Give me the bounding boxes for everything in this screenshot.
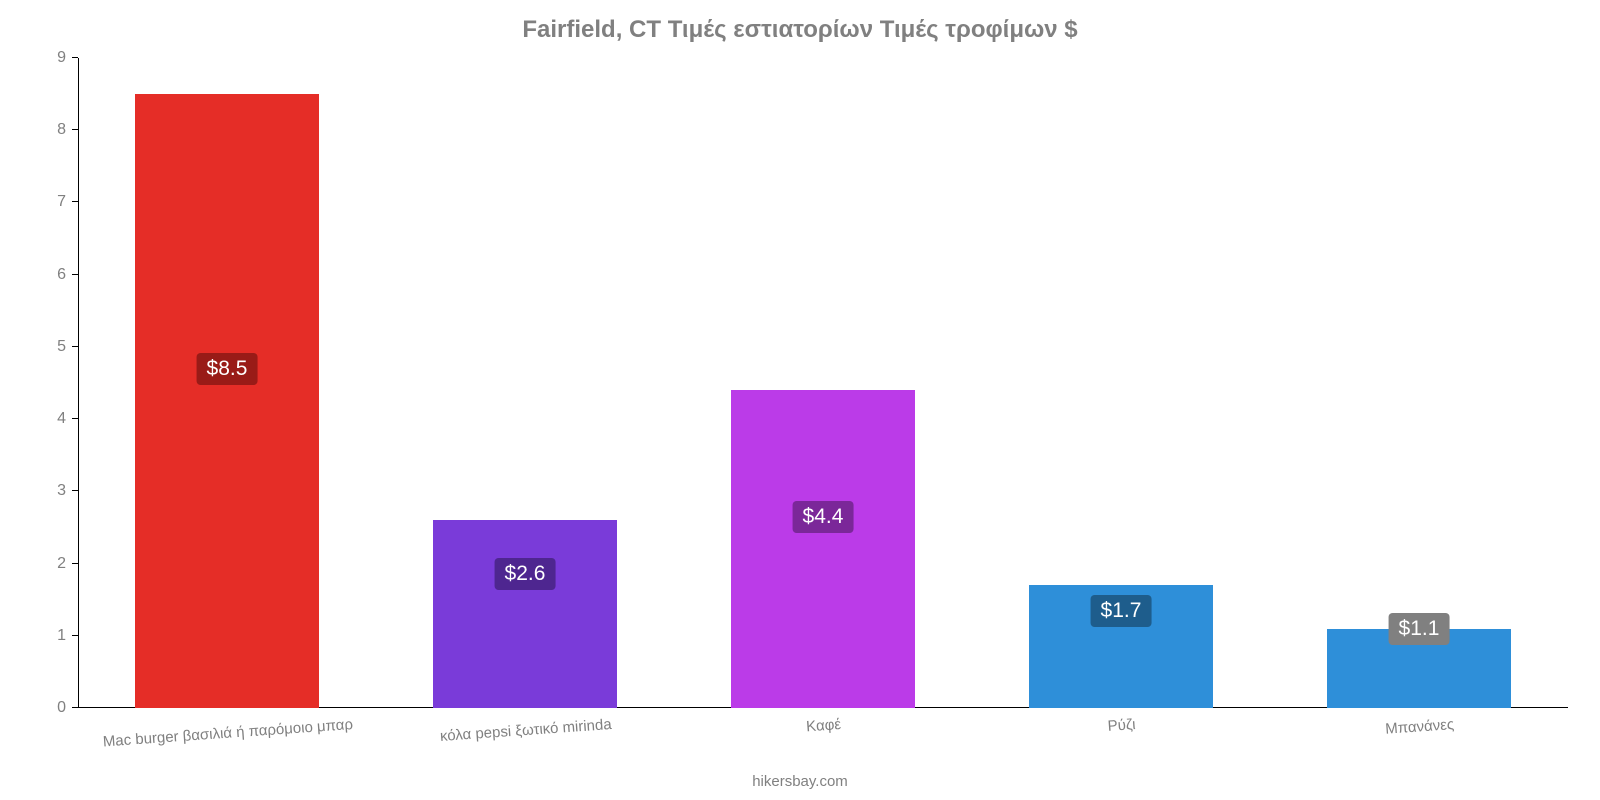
bar: $4.4 (731, 390, 916, 708)
y-tick-label: 3 (57, 482, 66, 500)
y-tick-mark (72, 274, 78, 275)
value-badge: $8.5 (197, 353, 258, 385)
y-tick-mark (72, 418, 78, 419)
y-tick-label: 0 (57, 699, 66, 717)
y-tick-mark (72, 563, 78, 564)
y-tick-mark (72, 57, 78, 58)
x-tick-label: Ρύζι (1107, 716, 1136, 735)
x-tick-label: Mac burger βασιλιά ή παρόμοιο μπαρ (102, 716, 353, 750)
y-tick-label: 2 (57, 555, 66, 573)
value-badge: $1.1 (1389, 613, 1450, 645)
bar: $1.1 (1327, 629, 1512, 708)
y-tick-label: 4 (57, 410, 66, 428)
y-tick-label: 1 (57, 627, 66, 645)
value-badge: $2.6 (495, 558, 556, 590)
y-tick-mark (72, 635, 78, 636)
y-tick-mark (72, 129, 78, 130)
y-tick-label: 6 (57, 266, 66, 284)
chart-title: Fairfield, CT Τιμές εστιατορίων Τιμές τρ… (0, 16, 1600, 44)
y-tick-label: 7 (57, 193, 66, 211)
y-tick-mark (72, 490, 78, 491)
y-tick-mark (72, 201, 78, 202)
x-tick-label: κόλα pepsi ξωτικό mirinda (439, 716, 612, 745)
y-tick-label: 5 (57, 338, 66, 356)
bar: $1.7 (1029, 585, 1214, 708)
x-tick-label: Καφέ (806, 716, 842, 735)
y-tick-mark (72, 346, 78, 347)
credit-text: hikersbay.com (0, 773, 1600, 790)
y-tick-mark (72, 707, 78, 708)
y-tick-label: 9 (57, 49, 66, 67)
chart-plot-area: $8.5$2.6$4.4$1.7$1.1 0123456789Mac burge… (78, 58, 1568, 708)
x-tick-label: Μπανάνες (1385, 716, 1455, 738)
bar: $8.5 (135, 94, 320, 708)
value-badge: $4.4 (793, 501, 854, 533)
bar: $2.6 (433, 520, 618, 708)
value-badge: $1.7 (1091, 595, 1152, 627)
bars-container: $8.5 $2.6 $4.4 $1.7 $1.1 (78, 58, 1568, 708)
y-tick-label: 8 (57, 121, 66, 139)
